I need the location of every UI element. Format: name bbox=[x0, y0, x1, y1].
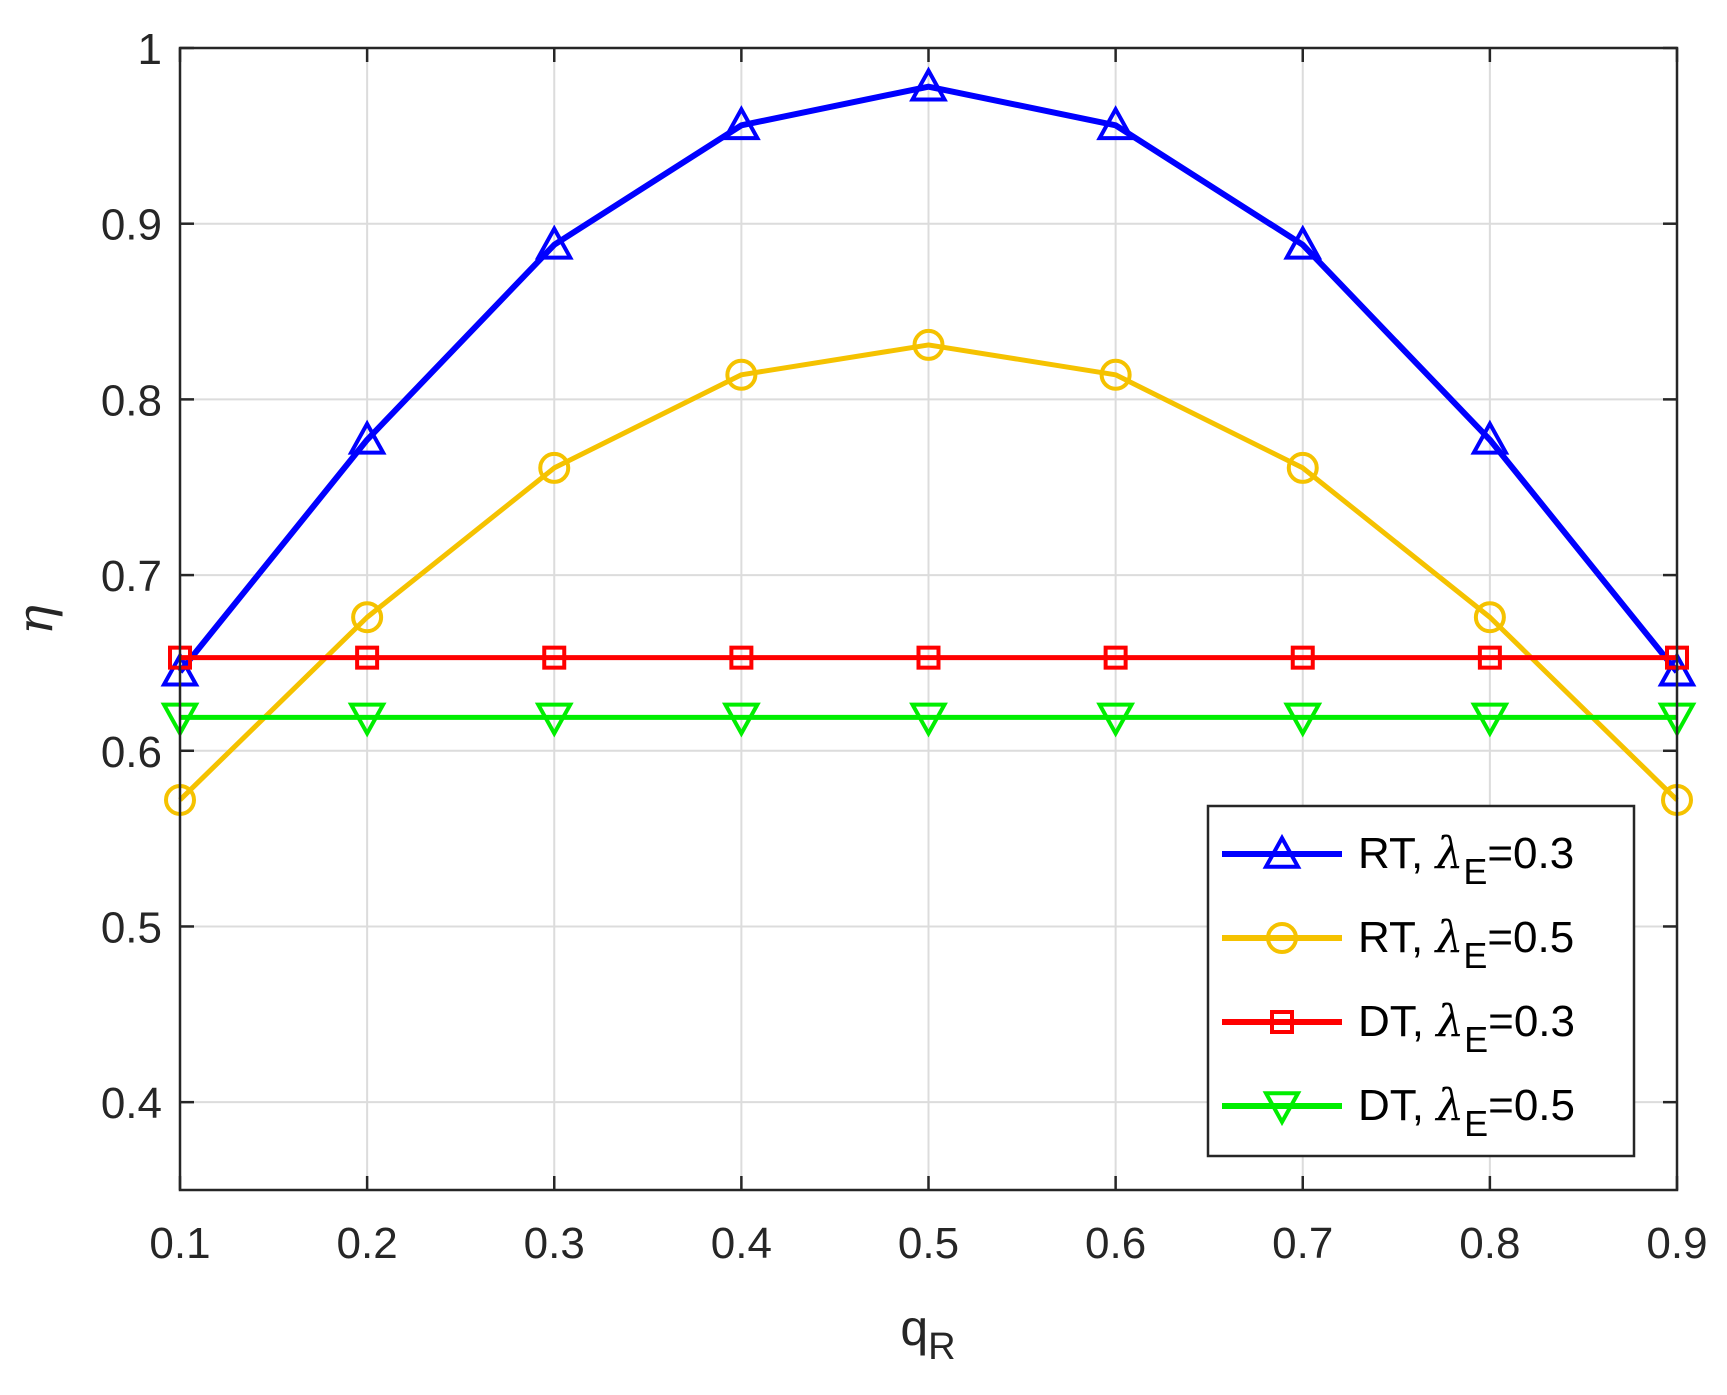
ticks bbox=[178, 46, 1679, 1190]
legend-label: RT, λE=0.5 bbox=[1358, 912, 1574, 976]
data-point bbox=[916, 645, 941, 670]
data-point bbox=[347, 702, 387, 738]
y-tick-label: 0.9 bbox=[101, 201, 162, 250]
grid bbox=[179, 47, 1678, 1190]
legend-entry: DT, λE=0.5 bbox=[1222, 1080, 1575, 1144]
data-point bbox=[1290, 645, 1315, 670]
y-tick-label: 0.7 bbox=[101, 552, 162, 601]
series-4 bbox=[160, 702, 1697, 738]
data-point bbox=[1477, 645, 1502, 670]
data-point bbox=[1103, 645, 1128, 670]
series-line bbox=[177, 83, 1680, 674]
data-point bbox=[909, 66, 948, 102]
series-layer bbox=[160, 66, 1697, 816]
tick-labels: 0.1 0.2 0.3 0.4 0.5 0.6 0.7 0.8 0.9 0.4 0.5 0.6 0.7 0… bbox=[101, 25, 1708, 1268]
data-point bbox=[729, 645, 754, 670]
data-point bbox=[725, 358, 758, 391]
data-point bbox=[1096, 105, 1136, 141]
legend-swatch-marker bbox=[1262, 833, 1302, 869]
data-point bbox=[721, 105, 761, 141]
legend-label: RT, λE=0.3 bbox=[1358, 828, 1574, 892]
data-point bbox=[909, 702, 948, 738]
data-point bbox=[1286, 451, 1319, 484]
legend-box bbox=[1206, 804, 1636, 1158]
legend-label: DT, λE=0.5 bbox=[1358, 1080, 1575, 1144]
legend: RT, λE=0.3 RT, λE=0.5 DT, λE=0.3 DT, λE=0.5 bbox=[1206, 804, 1636, 1158]
x-tick-label: 0.7 bbox=[1272, 1219, 1333, 1268]
series-line bbox=[178, 342, 1679, 802]
y-tick-label: 0.8 bbox=[101, 376, 162, 425]
x-tick-label: 0.2 bbox=[337, 1219, 398, 1268]
x-tick-label: 0.5 bbox=[898, 1219, 959, 1268]
data-point bbox=[347, 419, 387, 455]
data-point bbox=[1470, 419, 1510, 455]
data-point bbox=[912, 328, 945, 361]
data-point bbox=[1096, 702, 1136, 738]
y-tick-label: 0.6 bbox=[101, 728, 162, 777]
y-tick-label: 0.4 bbox=[101, 1079, 162, 1128]
data-point bbox=[534, 224, 574, 260]
y-axis-label: η bbox=[6, 605, 64, 635]
y-tick-label: 0.5 bbox=[101, 903, 162, 952]
x-tick-label: 0.1 bbox=[149, 1219, 210, 1268]
data-point bbox=[538, 451, 571, 484]
data-point bbox=[351, 601, 384, 634]
x-axis-label: qR bbox=[900, 1300, 955, 1368]
data-point bbox=[721, 702, 761, 738]
data-point bbox=[542, 645, 567, 670]
data-point bbox=[1473, 601, 1506, 634]
x-tick-label: 0.8 bbox=[1459, 1219, 1520, 1268]
data-point bbox=[1283, 224, 1323, 260]
data-point bbox=[1283, 702, 1323, 738]
y-tick-label: 1 bbox=[138, 25, 162, 74]
data-point bbox=[534, 702, 574, 738]
legend-label: DT, λE=0.3 bbox=[1358, 996, 1575, 1060]
legend-entry: DT, λE=0.3 bbox=[1222, 996, 1575, 1060]
data-point bbox=[1099, 358, 1132, 391]
data-point bbox=[355, 645, 380, 670]
legend-entry: RT, λE=0.5 bbox=[1222, 912, 1574, 976]
x-tick-label: 0.3 bbox=[524, 1219, 585, 1268]
data-point bbox=[1470, 702, 1510, 738]
x-tick-label: 0.6 bbox=[1085, 1219, 1146, 1268]
x-tick-label: 0.9 bbox=[1646, 1219, 1707, 1268]
legend-swatch-marker bbox=[1262, 1091, 1302, 1127]
legend-swatch-marker bbox=[1270, 1010, 1294, 1034]
legend-entry: RT, λE=0.3 bbox=[1222, 828, 1574, 892]
x-tick-label: 0.4 bbox=[711, 1219, 772, 1268]
legend-swatch-marker bbox=[1266, 922, 1298, 954]
